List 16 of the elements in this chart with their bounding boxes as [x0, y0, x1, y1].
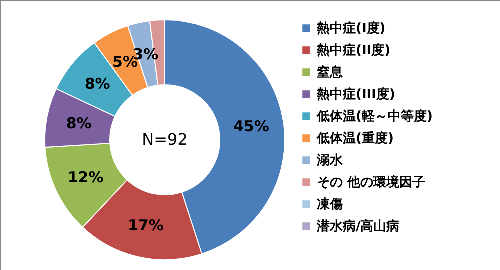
data-label: 45% [233, 117, 270, 136]
legend-label: 低体温(軽～中等度) [316, 108, 433, 124]
data-label: 8% [66, 114, 92, 133]
legend-label: 低体温(重度) [316, 130, 394, 146]
legend-label: 窒息 [317, 64, 344, 80]
legend-label: 溺水 [316, 154, 344, 168]
legend-label: 潜水病/高山病 [316, 218, 400, 234]
legend-label: 熱中症(I度) [316, 20, 386, 36]
legend-label: その 他の環境因子 [317, 174, 426, 190]
data-label: 8% [84, 75, 110, 94]
legend-label: 熱中症(II度) [316, 42, 391, 58]
text: N=92 [142, 130, 188, 149]
data-label: 12% [68, 168, 104, 186]
legend-label: 凍傷 [317, 198, 343, 212]
legend-label: 熱中症(III度) [316, 86, 396, 102]
data-label: 17% [128, 216, 164, 234]
